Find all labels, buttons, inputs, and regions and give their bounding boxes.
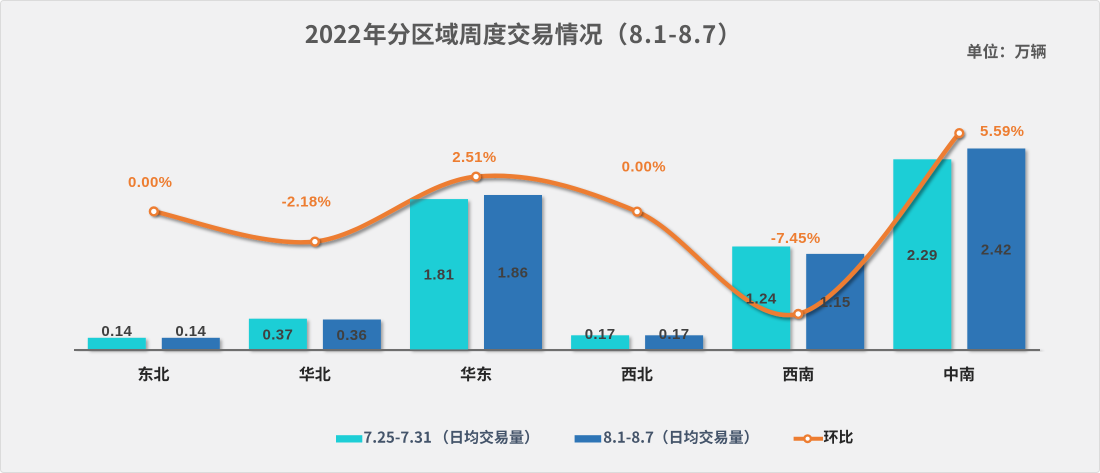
svg-text:1.15: 1.15 [820, 294, 851, 311]
svg-text:0.00%: 0.00% [622, 159, 666, 176]
svg-text:2.29: 2.29 [907, 247, 938, 264]
svg-text:-2.18%: -2.18% [282, 193, 332, 210]
svg-text:0.17: 0.17 [585, 326, 616, 343]
svg-text:5.59%: 5.59% [980, 123, 1024, 140]
svg-text:1.81: 1.81 [424, 267, 455, 284]
svg-text:0.00%: 0.00% [128, 174, 172, 191]
svg-text:1.24: 1.24 [746, 290, 777, 307]
svg-text:0.37: 0.37 [263, 326, 294, 343]
svg-text:2.42: 2.42 [981, 241, 1012, 258]
svg-text:2.51%: 2.51% [452, 149, 496, 166]
svg-text:0.36: 0.36 [337, 327, 368, 344]
svg-text:0.17: 0.17 [659, 326, 690, 343]
svg-text:0.14: 0.14 [175, 323, 206, 340]
svg-text:0.14: 0.14 [101, 323, 132, 340]
svg-text:-7.45%: -7.45% [771, 230, 821, 247]
svg-text:1.86: 1.86 [498, 265, 529, 282]
